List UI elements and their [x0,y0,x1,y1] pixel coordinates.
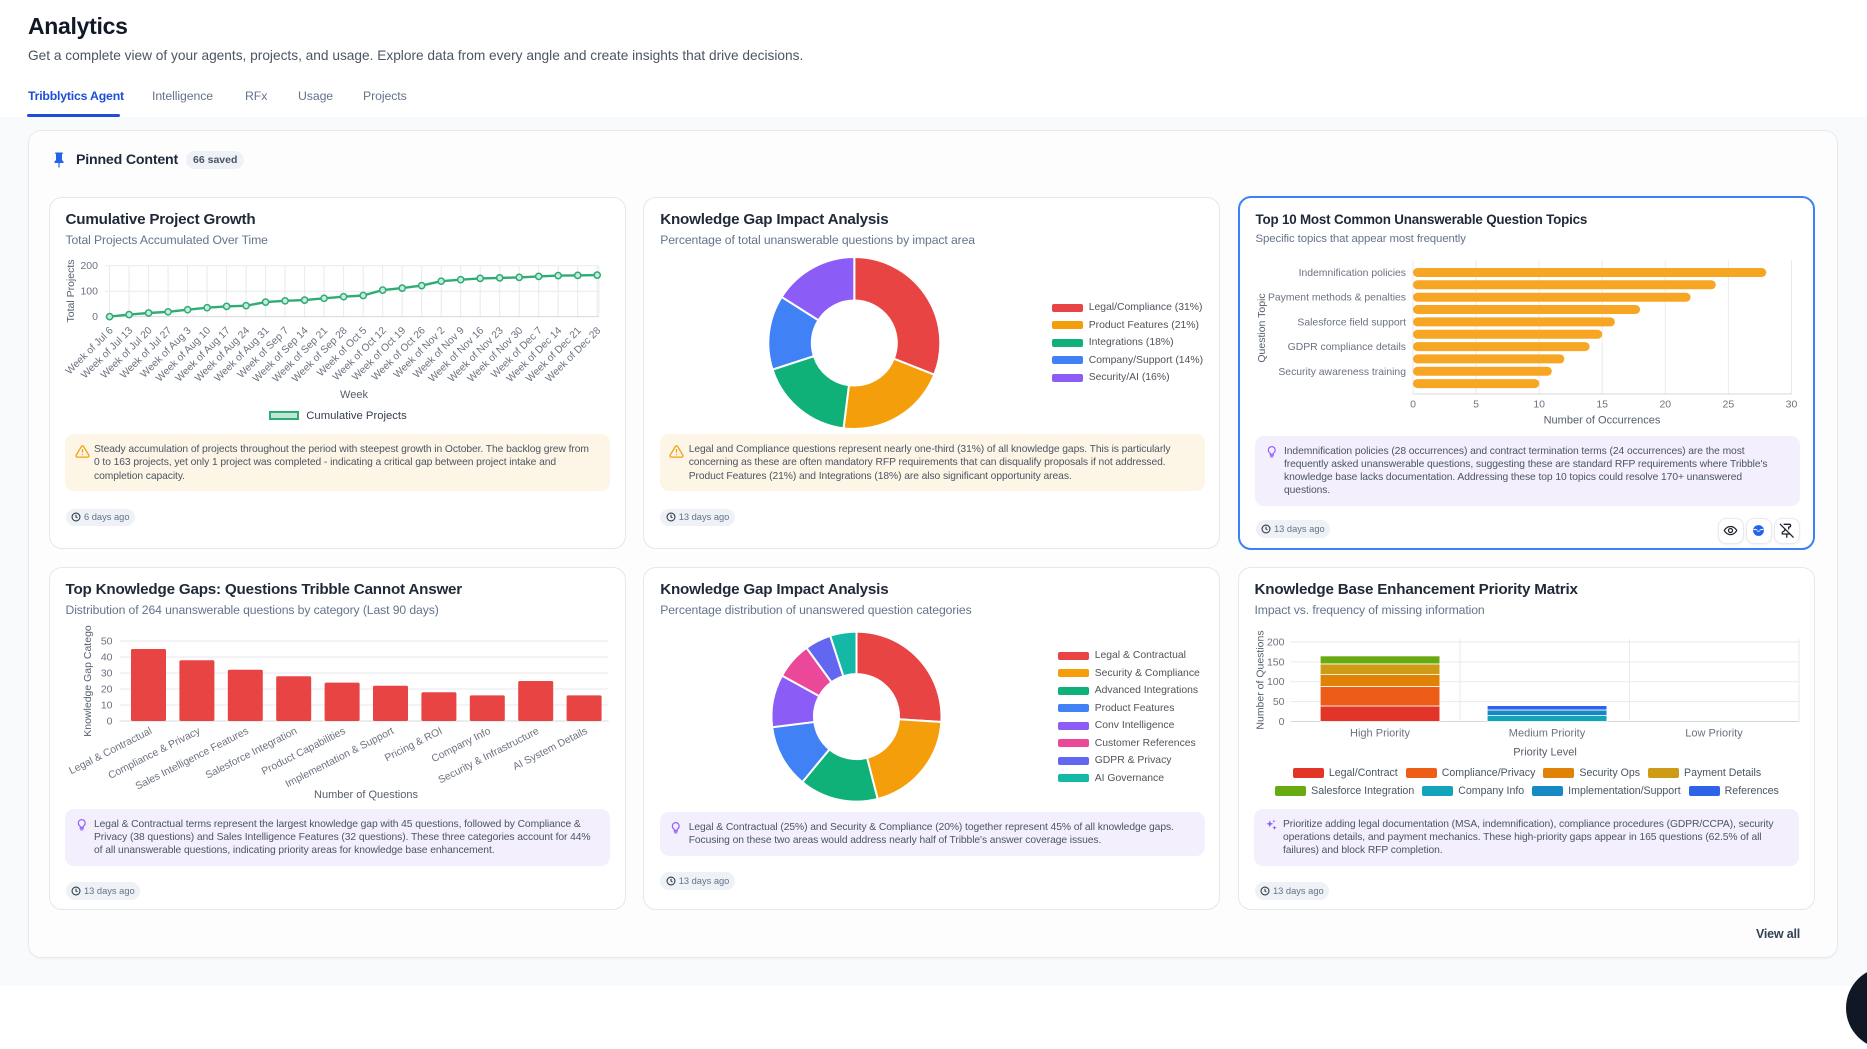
svg-text:Salesforce field support: Salesforce field support [1297,317,1406,328]
svg-text:20: 20 [100,684,112,696]
svg-text:Number of Questions: Number of Questions [1254,630,1266,729]
svg-text:0: 0 [1278,716,1284,728]
svg-text:Week: Week [340,389,368,401]
svg-text:100: 100 [80,286,98,298]
svg-text:0: 0 [1410,398,1416,410]
svg-text:Low Priority: Low Priority [1685,728,1743,740]
svg-text:5: 5 [1473,398,1479,410]
svg-text:Number of Questions: Number of Questions [314,789,418,801]
svg-text:Indemnification policies: Indemnification policies [1298,268,1405,279]
svg-text:50: 50 [1272,696,1284,708]
svg-text:25: 25 [1722,398,1734,410]
svg-text:30: 30 [1785,398,1797,410]
svg-text:0: 0 [106,716,112,728]
svg-text:15: 15 [1596,398,1608,410]
svg-text:Total Projects: Total Projects [65,259,77,322]
svg-text:Medium Priority: Medium Priority [1508,728,1585,740]
svg-text:100: 100 [1266,676,1284,688]
svg-text:150: 150 [1266,656,1284,668]
svg-text:10: 10 [1533,398,1545,410]
svg-text:Knowledge Gap Catego: Knowledge Gap Catego [82,625,94,737]
svg-text:0: 0 [92,311,98,323]
svg-text:40: 40 [100,652,112,664]
svg-text:Priority Level: Priority Level [1513,747,1577,759]
svg-text:Number of Occurrences: Number of Occurrences [1543,414,1660,426]
svg-text:Security awareness training: Security awareness training [1278,366,1406,377]
svg-text:10: 10 [100,700,112,712]
svg-text:50: 50 [100,636,112,648]
svg-text:Question Topic: Question Topic [1256,293,1268,362]
svg-text:High Priority: High Priority [1350,728,1410,740]
svg-text:200: 200 [1266,637,1284,649]
svg-text:GDPR compliance details: GDPR compliance details [1287,342,1405,353]
svg-text:Salesforce Integration: Salesforce Integration [203,726,298,782]
svg-text:Payment methods & penalties: Payment methods & penalties [1267,292,1405,303]
svg-text:200: 200 [80,260,98,272]
svg-text:30: 30 [100,668,112,680]
svg-text:20: 20 [1659,398,1671,410]
